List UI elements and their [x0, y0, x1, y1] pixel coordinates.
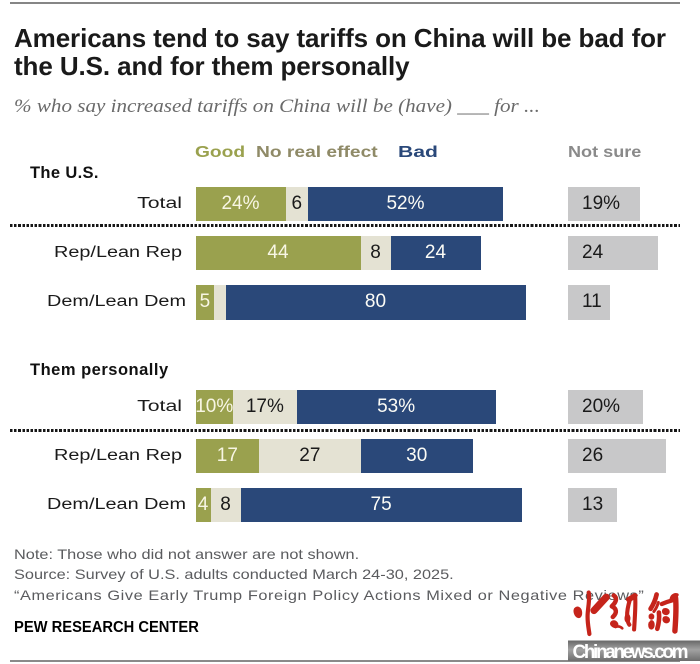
svg-text:Chinanews.com: Chinanews.com — [573, 642, 689, 663]
